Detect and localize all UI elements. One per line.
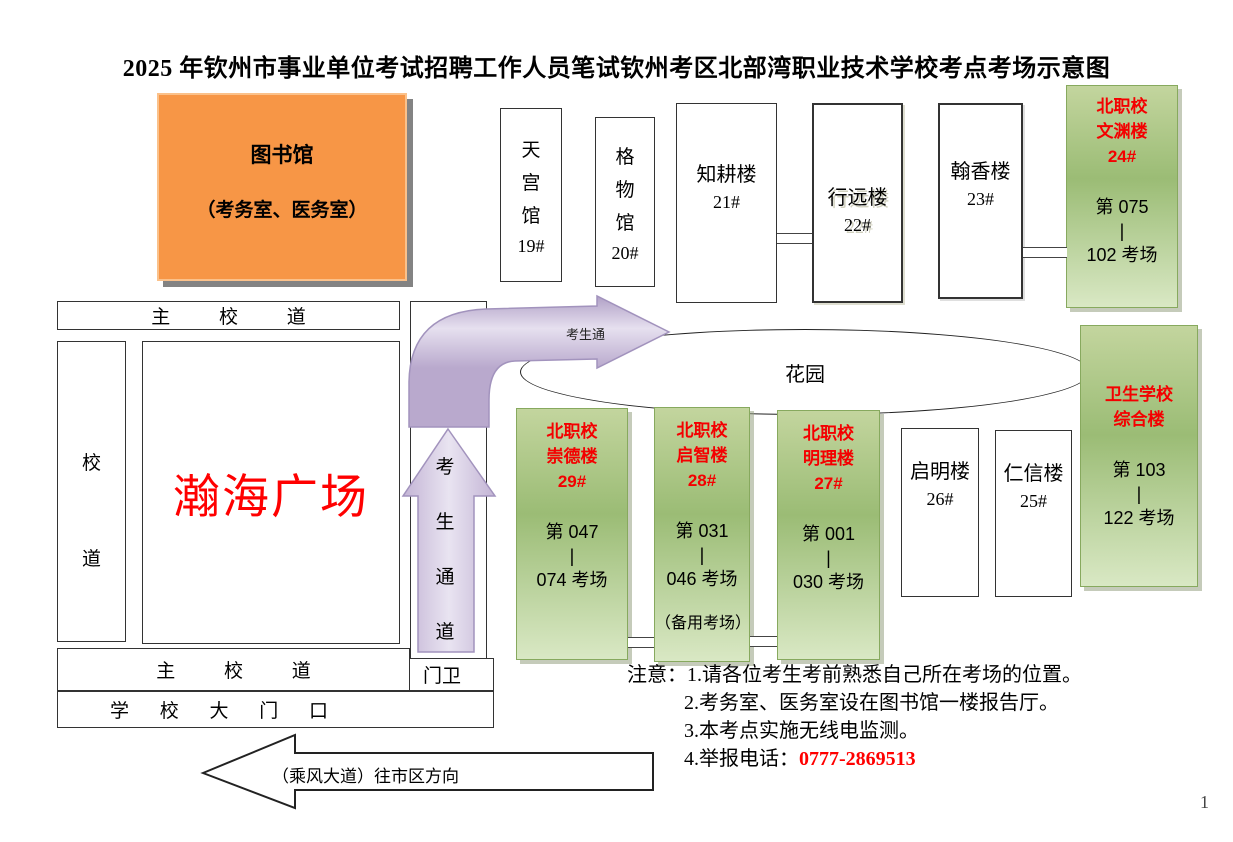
notes-label: 注意：	[627, 664, 687, 686]
street-direction-label: （乘风大道）往市区方向	[272, 767, 459, 786]
building-name: 天 宫 馆	[521, 139, 541, 227]
hanhai-plaza: 瀚海广场	[142, 341, 400, 644]
building-number: 27#	[814, 474, 843, 493]
building-name: 综合楼	[1113, 410, 1165, 429]
guard-post-box: 门卫	[409, 658, 494, 691]
room-range-end: 102 考场	[1086, 245, 1158, 265]
building-gewu-20: 格 物 馆 20#	[595, 117, 655, 287]
building-name: 翰香楼	[950, 160, 1011, 183]
guard-label: 门卫	[423, 666, 462, 687]
library-building: 图书馆 （考务室、医务室）	[157, 93, 407, 281]
walkway-vertical-label: 考生通道	[430, 452, 460, 644]
building-name: 知耕楼	[696, 163, 757, 186]
building-campus: 北职校	[803, 424, 854, 443]
room-range-separator: |	[826, 548, 831, 568]
room-range-start: 第 031	[675, 521, 729, 541]
building-zhigeng-21: 知耕楼 21#	[676, 103, 777, 303]
building-name: 仁信楼	[1003, 463, 1064, 485]
building-name: 文渊楼	[1096, 122, 1148, 141]
building-renxin-25: 仁信楼 25#	[995, 430, 1072, 597]
room-range-separator: |	[699, 545, 705, 565]
note-item-1: 1.请各位考生考前熟悉自己所在考场的位置。	[687, 664, 1082, 686]
room-range-end: 030 考场	[792, 572, 865, 592]
building-name: 格 物 馆	[615, 146, 635, 234]
building-tiangong-19: 天 宫 馆 19#	[500, 108, 562, 282]
connector-hanxiang-wenyuan	[1023, 247, 1067, 258]
library-note: （考务室、医务室）	[196, 200, 368, 221]
building-health-school-exam: 卫生学校 综合楼 第 103 | 122 考场	[1080, 325, 1198, 587]
room-range-start: 第 001	[801, 524, 856, 544]
building-number: 22#	[844, 214, 871, 235]
building-campus: 北职校	[1096, 97, 1148, 116]
school-gate-bar: 学 校 大 门 口	[57, 691, 494, 728]
building-number: 26#	[926, 489, 954, 509]
building-campus: 北职校	[676, 421, 728, 440]
building-name: 启智楼	[676, 446, 728, 465]
report-phone-number: 0777-2869513	[799, 748, 916, 770]
road-main-top: 主 校 道	[57, 301, 400, 330]
building-campus: 北职校	[546, 422, 598, 441]
road-label: 主 校 道	[151, 307, 306, 328]
room-range-end: 074 考场	[536, 570, 608, 590]
building-number: 20#	[611, 242, 639, 263]
building-number: 21#	[713, 191, 740, 212]
connector-zhigeng-xingyuan	[777, 233, 812, 244]
walkway-char: 生	[435, 512, 455, 533]
room-range-end: 122 考场	[1103, 508, 1175, 528]
walkway-char: 通	[435, 567, 455, 588]
note-item-3: 3.本考点实施无线电监测。	[684, 720, 919, 742]
building-mingli-27-exam: 北职校 明理楼 27# 第 001 | 030 考场	[777, 410, 880, 660]
library-name: 图书馆	[250, 143, 314, 167]
building-xingyuan-22: 行远楼 22#	[812, 103, 903, 303]
building-number: 19#	[517, 235, 545, 256]
building-qizhi-28-exam: 北职校 启智楼 28# 第 031 | 046 考场 （备用考场）	[654, 407, 752, 662]
page-title: 2025 年钦州市事业单位考试招聘工作人员笔试钦州考区北部湾职业技术学校考点考场…	[122, 56, 1111, 82]
building-name: 启明楼	[910, 461, 970, 483]
note-item-4: 4.举报电话：	[684, 748, 799, 770]
room-range-start: 第 075	[1095, 197, 1149, 217]
road-label: 校 道	[81, 452, 101, 570]
page-number: 1	[1200, 792, 1209, 812]
building-wenyuan-24-exam: 北职校 文渊楼 24# 第 075 | 102 考场	[1066, 85, 1178, 308]
building-number: 23#	[967, 188, 994, 209]
connector-chongde-qizhi	[628, 637, 654, 648]
garden-label: 花园	[785, 363, 825, 386]
backup-room-note: （备用考场）	[655, 615, 752, 632]
walkway-char: 考	[435, 457, 455, 478]
notes-block: 注意：1.请各位考生考前熟悉自己所在考场的位置。 2.考务室、医务室设在图书馆一…	[627, 661, 1117, 773]
building-number: 28#	[687, 471, 717, 490]
building-campus: 卫生学校	[1105, 385, 1173, 404]
building-hanxiang-23: 翰香楼 23#	[938, 103, 1023, 299]
building-name: 行远楼	[827, 186, 888, 209]
note-item-2: 2.考务室、医务室设在图书馆一楼报告厅。	[684, 692, 1059, 714]
walkway-curved-label: 考生通	[566, 327, 606, 342]
garden-ellipse: 花园	[520, 329, 1090, 415]
room-range-end: 046 考场	[666, 569, 738, 589]
building-number: 29#	[557, 472, 587, 491]
room-range-start: 第 047	[545, 522, 599, 542]
gate-label: 学 校 大 门 口	[110, 701, 329, 722]
building-chongde-29-exam: 北职校 崇德楼 29# 第 047 | 074 考场	[516, 408, 628, 660]
road-label: 主 校 道	[156, 661, 311, 682]
room-range-start: 第 103	[1112, 460, 1166, 480]
road-side-left: 校 道	[57, 341, 126, 642]
road-main-bottom: 主 校 道	[57, 648, 410, 691]
room-range-separator: |	[1136, 484, 1142, 504]
connector-qizhi-mingli	[750, 636, 777, 647]
building-name: 崇德楼	[546, 447, 598, 466]
building-number: 25#	[1020, 491, 1047, 511]
building-qiming-26: 启明楼 26#	[901, 428, 979, 597]
room-range-separator: |	[569, 546, 575, 566]
room-range-separator: |	[1119, 221, 1125, 241]
walkway-char: 道	[435, 622, 455, 643]
building-name: 明理楼	[803, 449, 854, 468]
plaza-label: 瀚海广场	[173, 472, 369, 524]
building-number: 24#	[1107, 147, 1137, 166]
